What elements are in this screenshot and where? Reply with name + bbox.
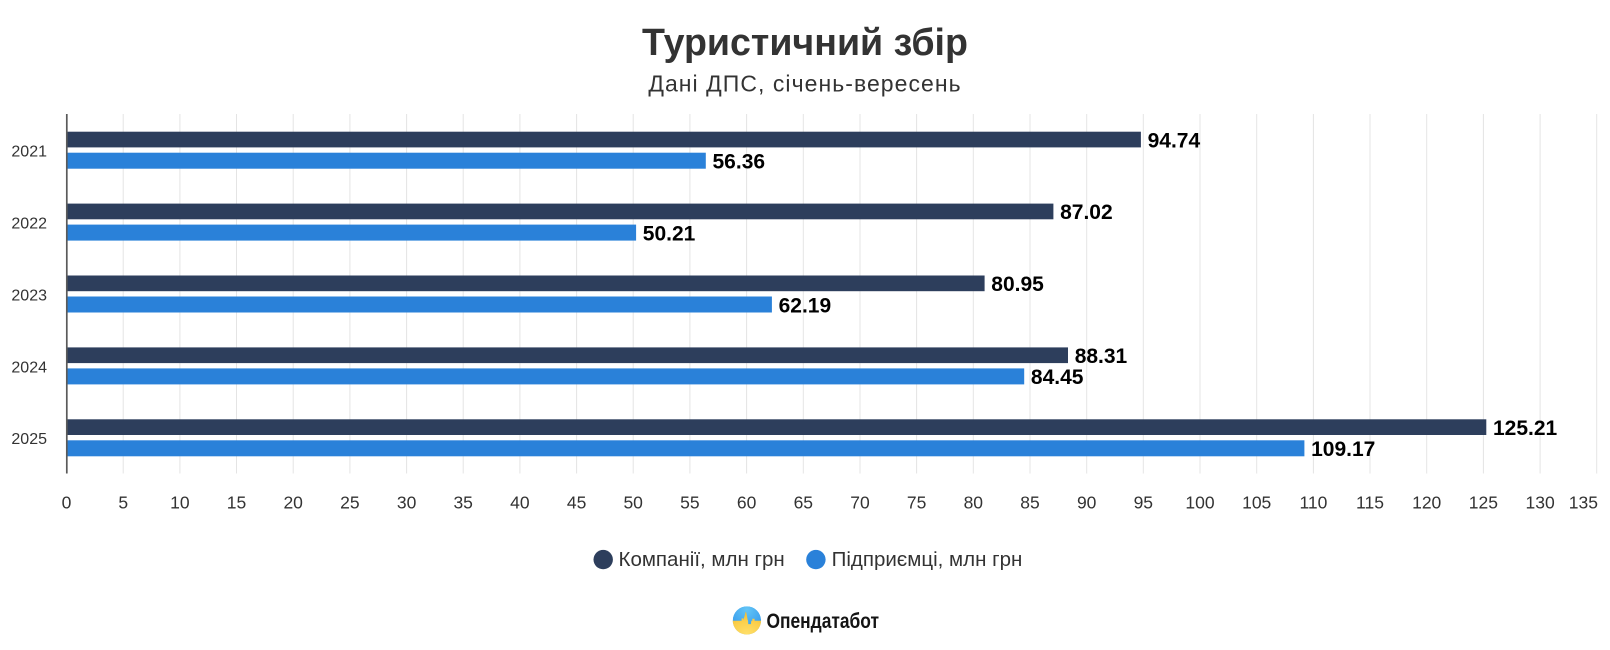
svg-text:109.17: 109.17 [1311, 438, 1375, 461]
svg-text:45: 45 [567, 493, 586, 513]
svg-text:Опендатабот: Опендатабот [767, 610, 880, 633]
svg-text:56.36: 56.36 [713, 151, 766, 174]
svg-text:88.31: 88.31 [1075, 345, 1128, 368]
svg-text:60: 60 [737, 493, 757, 513]
svg-text:125: 125 [1469, 493, 1498, 513]
svg-text:0: 0 [62, 493, 72, 513]
svg-text:2021: 2021 [11, 144, 47, 161]
svg-text:Компанії, млн грн: Компанії, млн грн [619, 548, 785, 571]
svg-text:Туристичний збір: Туристичний збір [642, 21, 968, 63]
svg-text:20: 20 [283, 493, 303, 513]
svg-text:125.21: 125.21 [1493, 417, 1558, 440]
svg-text:100: 100 [1185, 493, 1214, 513]
svg-text:50: 50 [623, 493, 643, 513]
svg-text:90: 90 [1077, 493, 1097, 513]
svg-text:80: 80 [964, 493, 984, 513]
svg-text:85: 85 [1020, 493, 1039, 513]
svg-text:80.95: 80.95 [991, 273, 1044, 296]
svg-text:62.19: 62.19 [779, 294, 832, 317]
svg-text:87.02: 87.02 [1060, 201, 1113, 224]
svg-text:50.21: 50.21 [643, 222, 696, 245]
svg-text:115: 115 [1356, 493, 1384, 513]
svg-text:94.74: 94.74 [1148, 129, 1201, 152]
svg-text:135: 135 [1569, 493, 1598, 513]
svg-text:2023: 2023 [11, 287, 47, 304]
svg-text:30: 30 [397, 493, 417, 513]
svg-text:75: 75 [907, 493, 926, 513]
svg-text:55: 55 [680, 493, 699, 513]
svg-text:Підприємці, млн грн: Підприємці, млн грн [832, 548, 1023, 571]
svg-text:65: 65 [794, 493, 813, 513]
svg-text:5: 5 [118, 493, 128, 513]
svg-text:70: 70 [850, 493, 870, 513]
svg-text:2024: 2024 [11, 359, 47, 376]
svg-text:10: 10 [170, 493, 190, 513]
svg-text:110: 110 [1299, 493, 1327, 513]
svg-text:40: 40 [510, 493, 530, 513]
svg-text:25: 25 [340, 493, 359, 513]
svg-text:2025: 2025 [11, 431, 47, 448]
svg-text:84.45: 84.45 [1031, 366, 1084, 389]
svg-text:105: 105 [1242, 493, 1271, 513]
svg-text:2022: 2022 [11, 216, 47, 233]
svg-text:130: 130 [1525, 493, 1554, 513]
svg-text:120: 120 [1412, 493, 1441, 513]
svg-text:95: 95 [1134, 493, 1153, 513]
svg-text:Дані ДПС, січень-вересень: Дані ДПС, січень-вересень [648, 71, 961, 97]
svg-text:35: 35 [453, 493, 472, 513]
svg-text:15: 15 [227, 493, 246, 513]
